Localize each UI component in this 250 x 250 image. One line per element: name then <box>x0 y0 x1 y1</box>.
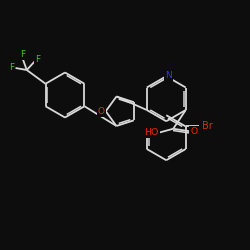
Text: O: O <box>98 107 105 116</box>
Text: F: F <box>36 55 41 64</box>
Text: F: F <box>20 50 25 59</box>
Text: F: F <box>9 64 14 72</box>
Text: O: O <box>190 127 198 136</box>
Text: Br: Br <box>202 122 212 132</box>
Text: N: N <box>166 70 172 80</box>
Text: HO: HO <box>144 128 159 136</box>
